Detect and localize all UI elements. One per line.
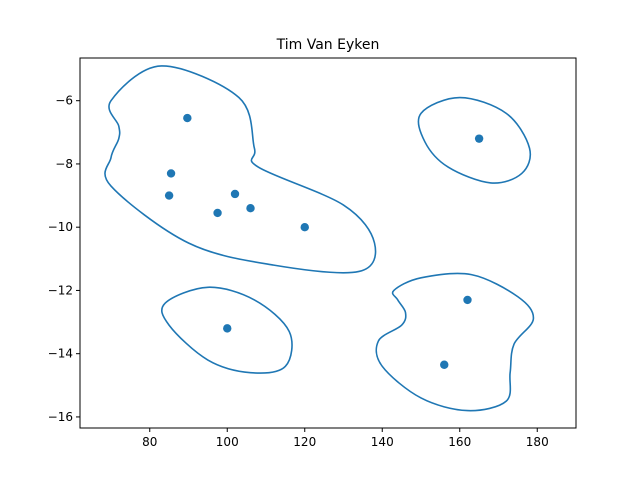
x-tick-label: 160 — [448, 435, 471, 449]
plot-frame — [79, 57, 577, 429]
y-axis: −16 −14 −12 −10 −8 −6 — [48, 94, 80, 424]
scatter-point — [164, 191, 174, 200]
scatter-point — [463, 295, 472, 305]
point-layer — [164, 113, 484, 369]
x-tick-label: 80 — [142, 435, 157, 449]
chart-title: Tim Van Eyken — [276, 37, 380, 53]
y-tick-label: −8 — [55, 157, 73, 171]
scatter-point — [183, 113, 192, 123]
scatter-point — [166, 169, 176, 178]
y-tick-label: −14 — [48, 347, 73, 361]
contour-line — [160, 286, 293, 374]
scatter-point — [246, 204, 255, 213]
y-tick-label: −12 — [48, 283, 73, 297]
x-axis: 80 100 120 140 160 180 — [142, 428, 549, 449]
x-tick-label: 140 — [371, 435, 394, 449]
y-tick-label: −10 — [48, 220, 73, 234]
scatter-point — [300, 222, 309, 232]
scatter-point — [223, 324, 232, 333]
scatter-point — [474, 134, 484, 143]
contour-line — [104, 65, 377, 274]
x-tick-label: 100 — [216, 435, 239, 449]
contour-line — [417, 96, 532, 184]
x-tick-label: 180 — [526, 435, 549, 449]
contour-line — [375, 272, 535, 412]
contour-layer — [104, 65, 535, 412]
y-tick-label: −6 — [55, 94, 73, 108]
scatter-point — [440, 360, 449, 369]
scatter-point — [213, 208, 222, 218]
y-tick-label: −16 — [48, 410, 73, 424]
x-tick-label: 120 — [293, 435, 316, 449]
scatter-point — [230, 189, 240, 199]
